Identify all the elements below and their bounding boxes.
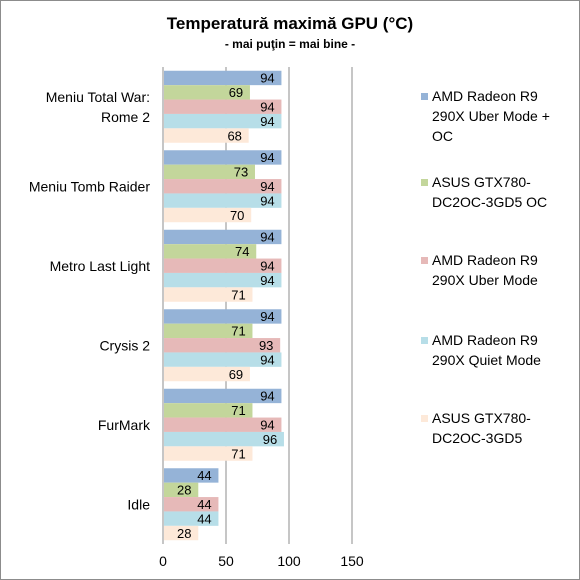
bar: [164, 352, 282, 367]
bar: [164, 113, 282, 129]
category-label: Crysis 2: [99, 337, 150, 353]
legend-swatch: [421, 415, 428, 422]
tick-label: 100: [277, 553, 301, 569]
category-label: Meniu Tomb Raider: [29, 178, 150, 194]
data-label: 71: [231, 324, 245, 339]
data-label: 94: [260, 389, 274, 404]
data-label: 94: [260, 150, 274, 165]
data-label: 71: [231, 446, 245, 461]
bar: [164, 272, 282, 288]
bars: 9469949468947394947094749494719471939469…: [164, 71, 284, 541]
tick-label: 0: [159, 553, 167, 569]
category-label: Metro Last Light: [50, 258, 150, 274]
category-labels: Meniu Total War: Rome 2 Meniu Tomb Raider M…: [29, 89, 151, 513]
data-label: 28: [177, 483, 191, 498]
bar: [164, 193, 282, 208]
data-label: 94: [260, 114, 274, 129]
chart-title: Temperatură maximă GPU (°C): [167, 14, 413, 33]
data-label: 93: [259, 338, 273, 353]
bar: [164, 99, 282, 114]
data-label: 94: [260, 258, 274, 273]
bar: [164, 85, 250, 100]
data-label: 94: [260, 309, 274, 324]
tick-label: 150: [340, 553, 364, 569]
bar: [164, 179, 282, 194]
data-label: 94: [260, 352, 274, 367]
bar: [164, 525, 199, 541]
x-axis-ticks: 0 50 100 150: [159, 553, 364, 569]
data-label: 94: [260, 71, 274, 86]
data-label: 28: [177, 526, 191, 541]
data-label: 94: [260, 99, 274, 114]
bar: [164, 229, 282, 245]
bar: [164, 446, 253, 461]
tick-label: 50: [218, 553, 234, 569]
data-label: 69: [229, 367, 243, 382]
data-label: 94: [260, 417, 274, 432]
data-label: 71: [231, 403, 245, 418]
data-label: 68: [227, 128, 241, 143]
bar: [164, 482, 199, 498]
bar: [164, 323, 253, 339]
data-label: 96: [263, 432, 277, 447]
bar: [164, 511, 219, 526]
chart-subtitle: - mai puţin = mai bine -: [225, 37, 355, 51]
legend-swatch: [421, 93, 428, 100]
bar: [164, 388, 282, 404]
bar: [164, 366, 250, 382]
bar: [164, 431, 284, 447]
legend-label: AMD Radeon R9 290X Uber Mode: [432, 252, 538, 288]
bar: [164, 287, 253, 302]
legend-label: AMD Radeon R9 290X Uber Mode + OC: [432, 88, 550, 144]
data-label: 44: [197, 468, 211, 483]
legend-label: ASUS GTX780-DC2OC-3GD5: [432, 410, 531, 446]
data-label: 70: [230, 208, 244, 223]
gridlines: [162, 67, 353, 544]
data-label: 44: [197, 497, 211, 512]
bar: [164, 468, 219, 483]
data-label: 44: [197, 511, 211, 526]
data-label: 94: [260, 193, 274, 208]
bar: [164, 403, 253, 418]
bar: [164, 258, 282, 273]
bar: [164, 417, 282, 432]
category-label: Meniu Total War: Rome 2: [46, 89, 150, 125]
legend: AMD Radeon R9 290X Uber Mode + OC ASUS GTX7…: [421, 88, 550, 446]
bar: [164, 150, 282, 165]
bar: [164, 128, 249, 143]
bar: [164, 338, 281, 353]
bar: [164, 244, 257, 259]
data-label: 94: [260, 230, 274, 245]
bar: [164, 207, 252, 223]
data-label: 94: [260, 273, 274, 288]
legend-swatch: [421, 179, 428, 186]
bar: [164, 70, 282, 86]
legend-label: ASUS GTX780-DC2OC-3GD5 OC: [432, 174, 547, 210]
legend-swatch: [421, 257, 428, 264]
data-label: 69: [229, 85, 243, 100]
bar: [164, 309, 282, 324]
legend-label: AMD Radeon R9 290X Quiet Mode: [432, 332, 541, 368]
category-label: FurMark: [98, 417, 151, 433]
data-label: 73: [234, 165, 248, 180]
bar: [164, 497, 219, 512]
legend-swatch: [421, 337, 428, 344]
bar: [164, 164, 255, 180]
data-label: 94: [260, 179, 274, 194]
data-label: 71: [231, 287, 245, 302]
data-label: 74: [235, 244, 249, 259]
category-label: Idle: [127, 496, 150, 512]
